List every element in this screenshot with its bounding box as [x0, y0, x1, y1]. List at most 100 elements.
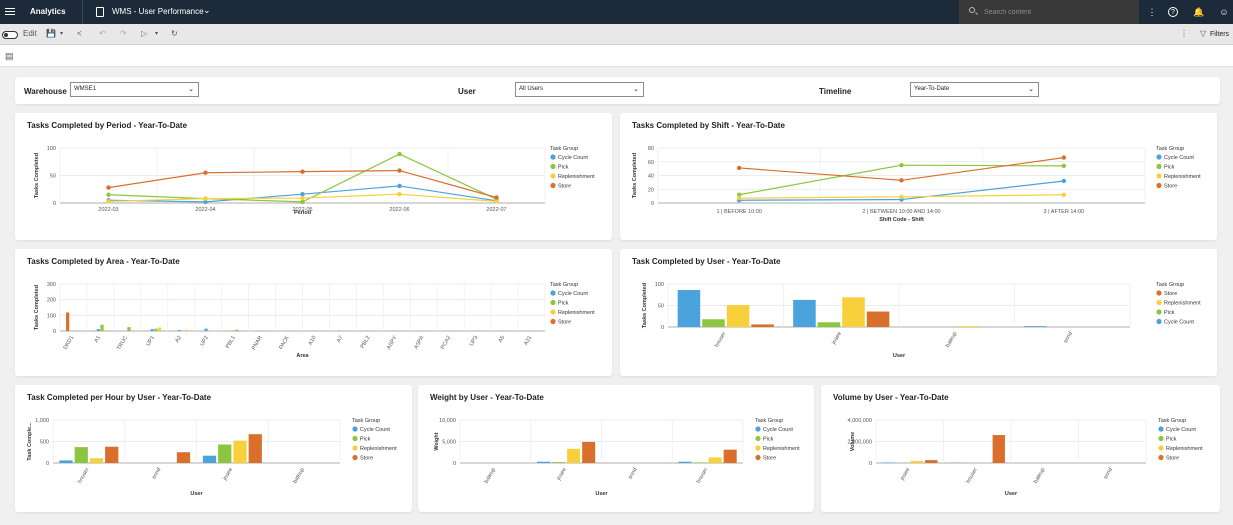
bar [992, 435, 1005, 463]
more-icon[interactable]: ⋮ [1147, 7, 1157, 17]
filters-button[interactable]: Filters [1210, 31, 1230, 38]
data-point [1061, 178, 1067, 184]
format-painter-icon[interactable]: ▤ [5, 51, 14, 61]
menu-icon[interactable] [5, 6, 15, 17]
y-tick-label: 50 [658, 304, 664, 310]
present-icon[interactable]: ▷ [141, 29, 148, 38]
bar [235, 329, 239, 331]
bar [677, 290, 701, 327]
present-menu-chevron-icon[interactable]: ▾ [155, 31, 159, 37]
bar [176, 452, 191, 463]
chart-panel-area[interactable]: Tasks Completed by Area - Year-To-Date 0… [15, 249, 612, 376]
bar [925, 460, 938, 463]
data-point [106, 185, 111, 190]
chevron-down-icon: ⌄ [188, 86, 194, 93]
x-axis-label: Area [296, 353, 309, 359]
warehouse-select[interactable]: WMSE1 ⌄ [70, 82, 199, 97]
x-tick-label: UP2 [199, 335, 210, 347]
series-line [739, 157, 1064, 181]
legend-swatch [1156, 290, 1162, 296]
y-tick-label: 100 [47, 313, 56, 319]
chart-panel-user[interactable]: Task Completed by User - Year-To-Date 0 5… [620, 249, 1217, 376]
chevron-down-icon[interactable]: ⌄ [203, 5, 211, 15]
bar [154, 328, 158, 331]
data-point [397, 192, 402, 197]
x-tick-label: A5 [498, 335, 507, 344]
search-box[interactable] [959, 0, 1139, 24]
bar [726, 305, 750, 327]
chart-panel-weight[interactable]: Weight by User - Year-To-Date 0 5,000 10,0… [418, 385, 814, 512]
search-input[interactable] [984, 5, 1124, 19]
data-point [106, 192, 111, 197]
legend-label: Replenishment [1164, 174, 1201, 180]
x-tick-label: 2022-03 [98, 207, 118, 213]
data-point [494, 199, 499, 204]
data-point [899, 178, 904, 183]
legend-swatch [755, 426, 761, 432]
share-icon[interactable]: < [77, 29, 82, 38]
save-menu-chevron-icon[interactable]: ▾ [60, 31, 64, 37]
y-tick-label: 4,000,000 [848, 418, 872, 424]
y-tick-label: 10,000 [439, 418, 456, 424]
chart-title: Weight by User - Year-To-Date [430, 393, 544, 402]
legend-label: Pick [558, 301, 569, 307]
top-bar: Analytics WMS - User Performance ⌄ ⋮ ? 🔔… [0, 0, 1233, 24]
x-tick-label: hnuser [696, 467, 710, 485]
x-tick-label: A1 [94, 335, 103, 344]
refresh-icon[interactable]: ↻ [171, 29, 178, 38]
legend-swatch [1156, 299, 1162, 306]
legend-label: Replenishment [1164, 301, 1201, 307]
bar [582, 441, 596, 463]
chart-panel-volume[interactable]: Volume by User - Year-To-Date 0 2,000,000… [821, 385, 1220, 512]
legend-label: Cycle Count [1164, 155, 1194, 161]
save-icon[interactable]: 💾 [46, 29, 56, 38]
bar [218, 444, 232, 463]
legend-label: Store [558, 320, 571, 326]
bar [89, 458, 104, 463]
more-options-icon[interactable]: ⋮ [1180, 29, 1188, 38]
bar [751, 324, 774, 327]
x-tick-label: DKD1 [63, 335, 76, 351]
chart-panel-shift[interactable]: Tasks Completed by Shift - Year-To-Date … [620, 113, 1217, 240]
filter-icon[interactable]: ▽ [1200, 29, 1207, 38]
chart-panel-per-hour[interactable]: Task Completed per Hour by User - Year-T… [15, 385, 412, 512]
data-point [300, 195, 305, 201]
warehouse-label: Warehouse [24, 87, 67, 96]
legend-label: Store [1166, 456, 1179, 462]
help-icon[interactable]: ? [1168, 7, 1178, 17]
legend-label: Replenishment [558, 310, 595, 316]
x-tick-label: bateup [945, 331, 959, 349]
x-tick-label: jnsee [222, 467, 234, 482]
bar [702, 319, 725, 327]
y-axis-label: Tasks Completed [34, 153, 40, 198]
y-axis-label: Weight [434, 432, 440, 450]
data-point [736, 165, 742, 171]
legend-label: Pick [558, 165, 569, 171]
sub-toolbar: ▤ [0, 45, 1233, 67]
data-point [1061, 192, 1067, 197]
data-point [1061, 155, 1067, 160]
y-tick-label: 0 [453, 461, 456, 467]
notifications-icon[interactable]: 🔔 [1193, 7, 1205, 17]
bar [204, 328, 208, 331]
x-tick-label: snnd [1103, 467, 1114, 480]
y-tick-label: 80 [648, 146, 654, 152]
legend-swatch [1158, 435, 1164, 442]
timeline-select[interactable]: Year-To-Date ⌄ [910, 82, 1039, 97]
timeline-value: Year-To-Date [914, 86, 950, 92]
x-tick-label: bateup [292, 467, 306, 485]
bar [567, 448, 581, 463]
user-icon[interactable]: ☺ [1219, 7, 1229, 17]
bar [678, 461, 692, 463]
edit-toggle[interactable] [2, 31, 18, 39]
filter-bar: Warehouse WMSE1 ⌄ User All Users ⌄ Timelin… [15, 77, 1220, 104]
report-title[interactable]: WMS - User Performance [112, 7, 204, 16]
user-select[interactable]: All Users ⌄ [515, 82, 644, 97]
undo-icon[interactable]: ↶ [99, 29, 106, 38]
bar [537, 461, 551, 463]
legend-swatch [755, 435, 761, 442]
chart-panel-period[interactable]: Tasks Completed by Period - Year-To-Date… [15, 113, 612, 240]
legend-title: Task Group [550, 146, 578, 152]
redo-icon[interactable]: ↷ [120, 29, 127, 38]
